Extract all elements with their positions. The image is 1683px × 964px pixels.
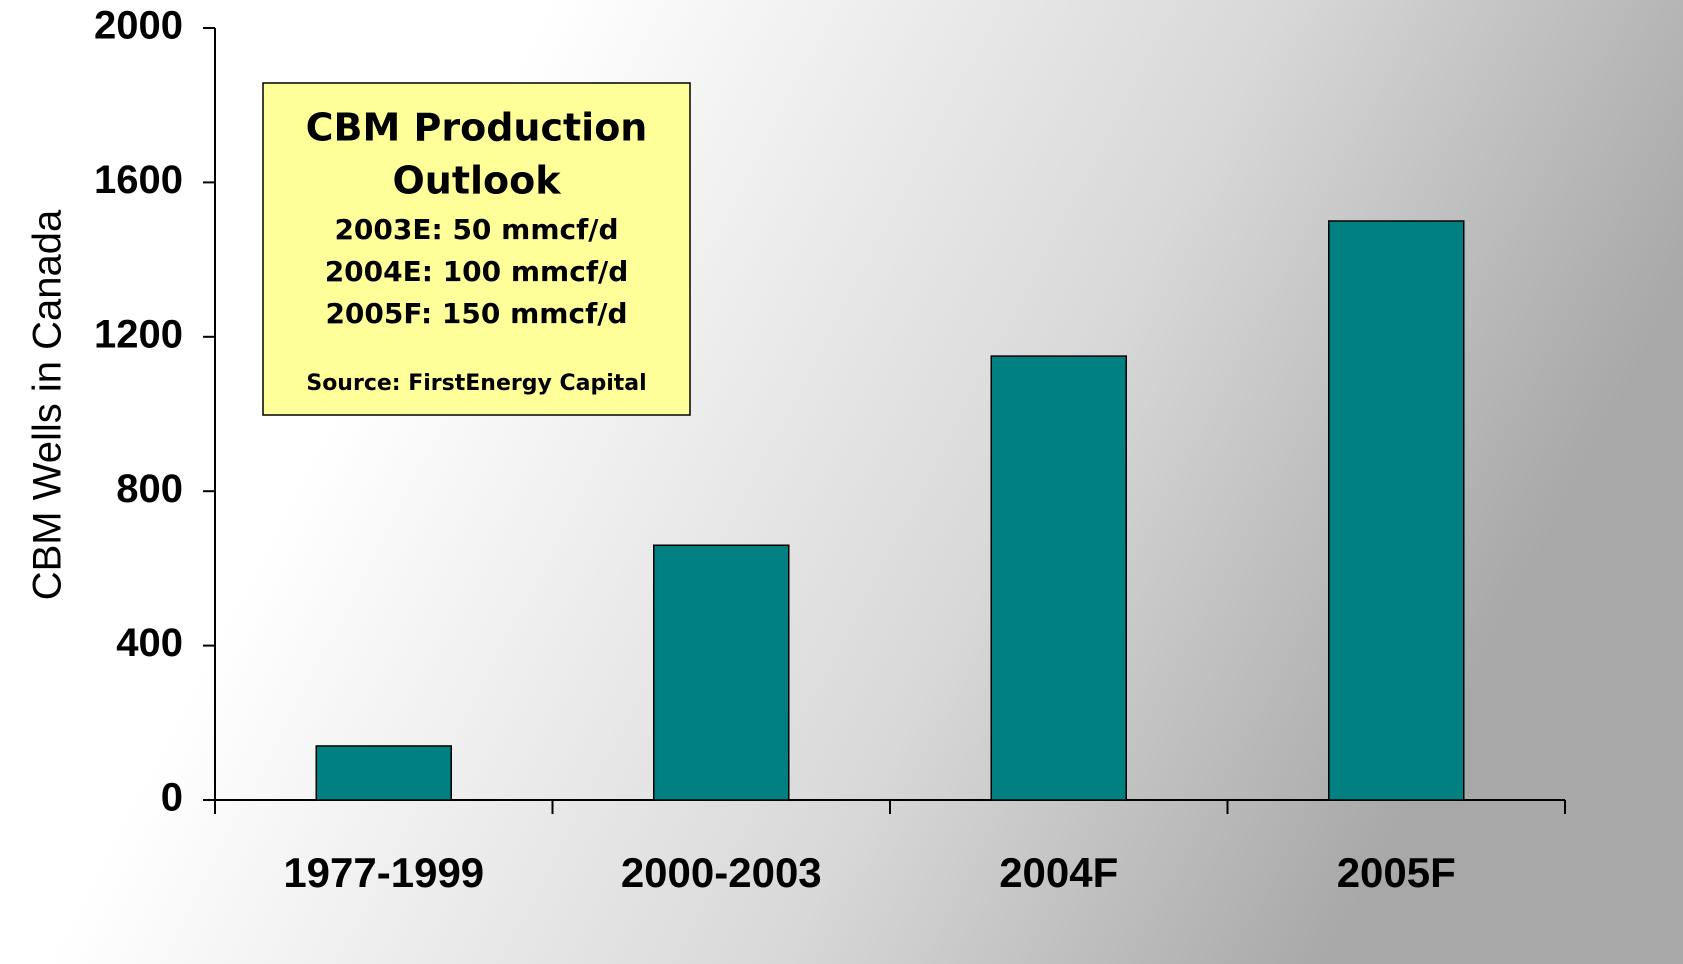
annotation-heading: CBM Production xyxy=(306,106,648,150)
y-tick-label: 800 xyxy=(116,467,183,511)
x-tick-label: 1977-1999 xyxy=(283,849,484,896)
y-tick-label: 2000 xyxy=(94,4,183,48)
annotation-line: 2004E: 100 mmcf/d xyxy=(325,255,629,288)
bar xyxy=(991,356,1126,800)
y-axis-label: CBM Wells in Canada xyxy=(26,209,70,600)
x-tick-label: 2000-2003 xyxy=(621,849,822,896)
y-tick-label: 400 xyxy=(116,621,183,665)
bar xyxy=(654,545,789,800)
chart: CBM Wells in Canada 0 400 800 1200 1600 2000 1… xyxy=(0,0,1683,964)
bar xyxy=(316,746,451,800)
x-tick-label: 2005F xyxy=(1337,849,1456,896)
annotation-heading: Outlook xyxy=(392,159,561,203)
annotation-line: 2005F: 150 mmcf/d xyxy=(325,297,627,330)
bar xyxy=(1329,221,1464,800)
y-tick-label: 0 xyxy=(161,776,183,820)
annotation-source: Source: FirstEnergy Capital xyxy=(306,371,646,396)
y-tick-label: 1200 xyxy=(94,312,183,356)
y-tick-label: 1600 xyxy=(94,158,183,202)
x-tick-label: 2004F xyxy=(999,849,1118,896)
annotation-line: 2003E: 50 mmcf/d xyxy=(334,213,618,246)
